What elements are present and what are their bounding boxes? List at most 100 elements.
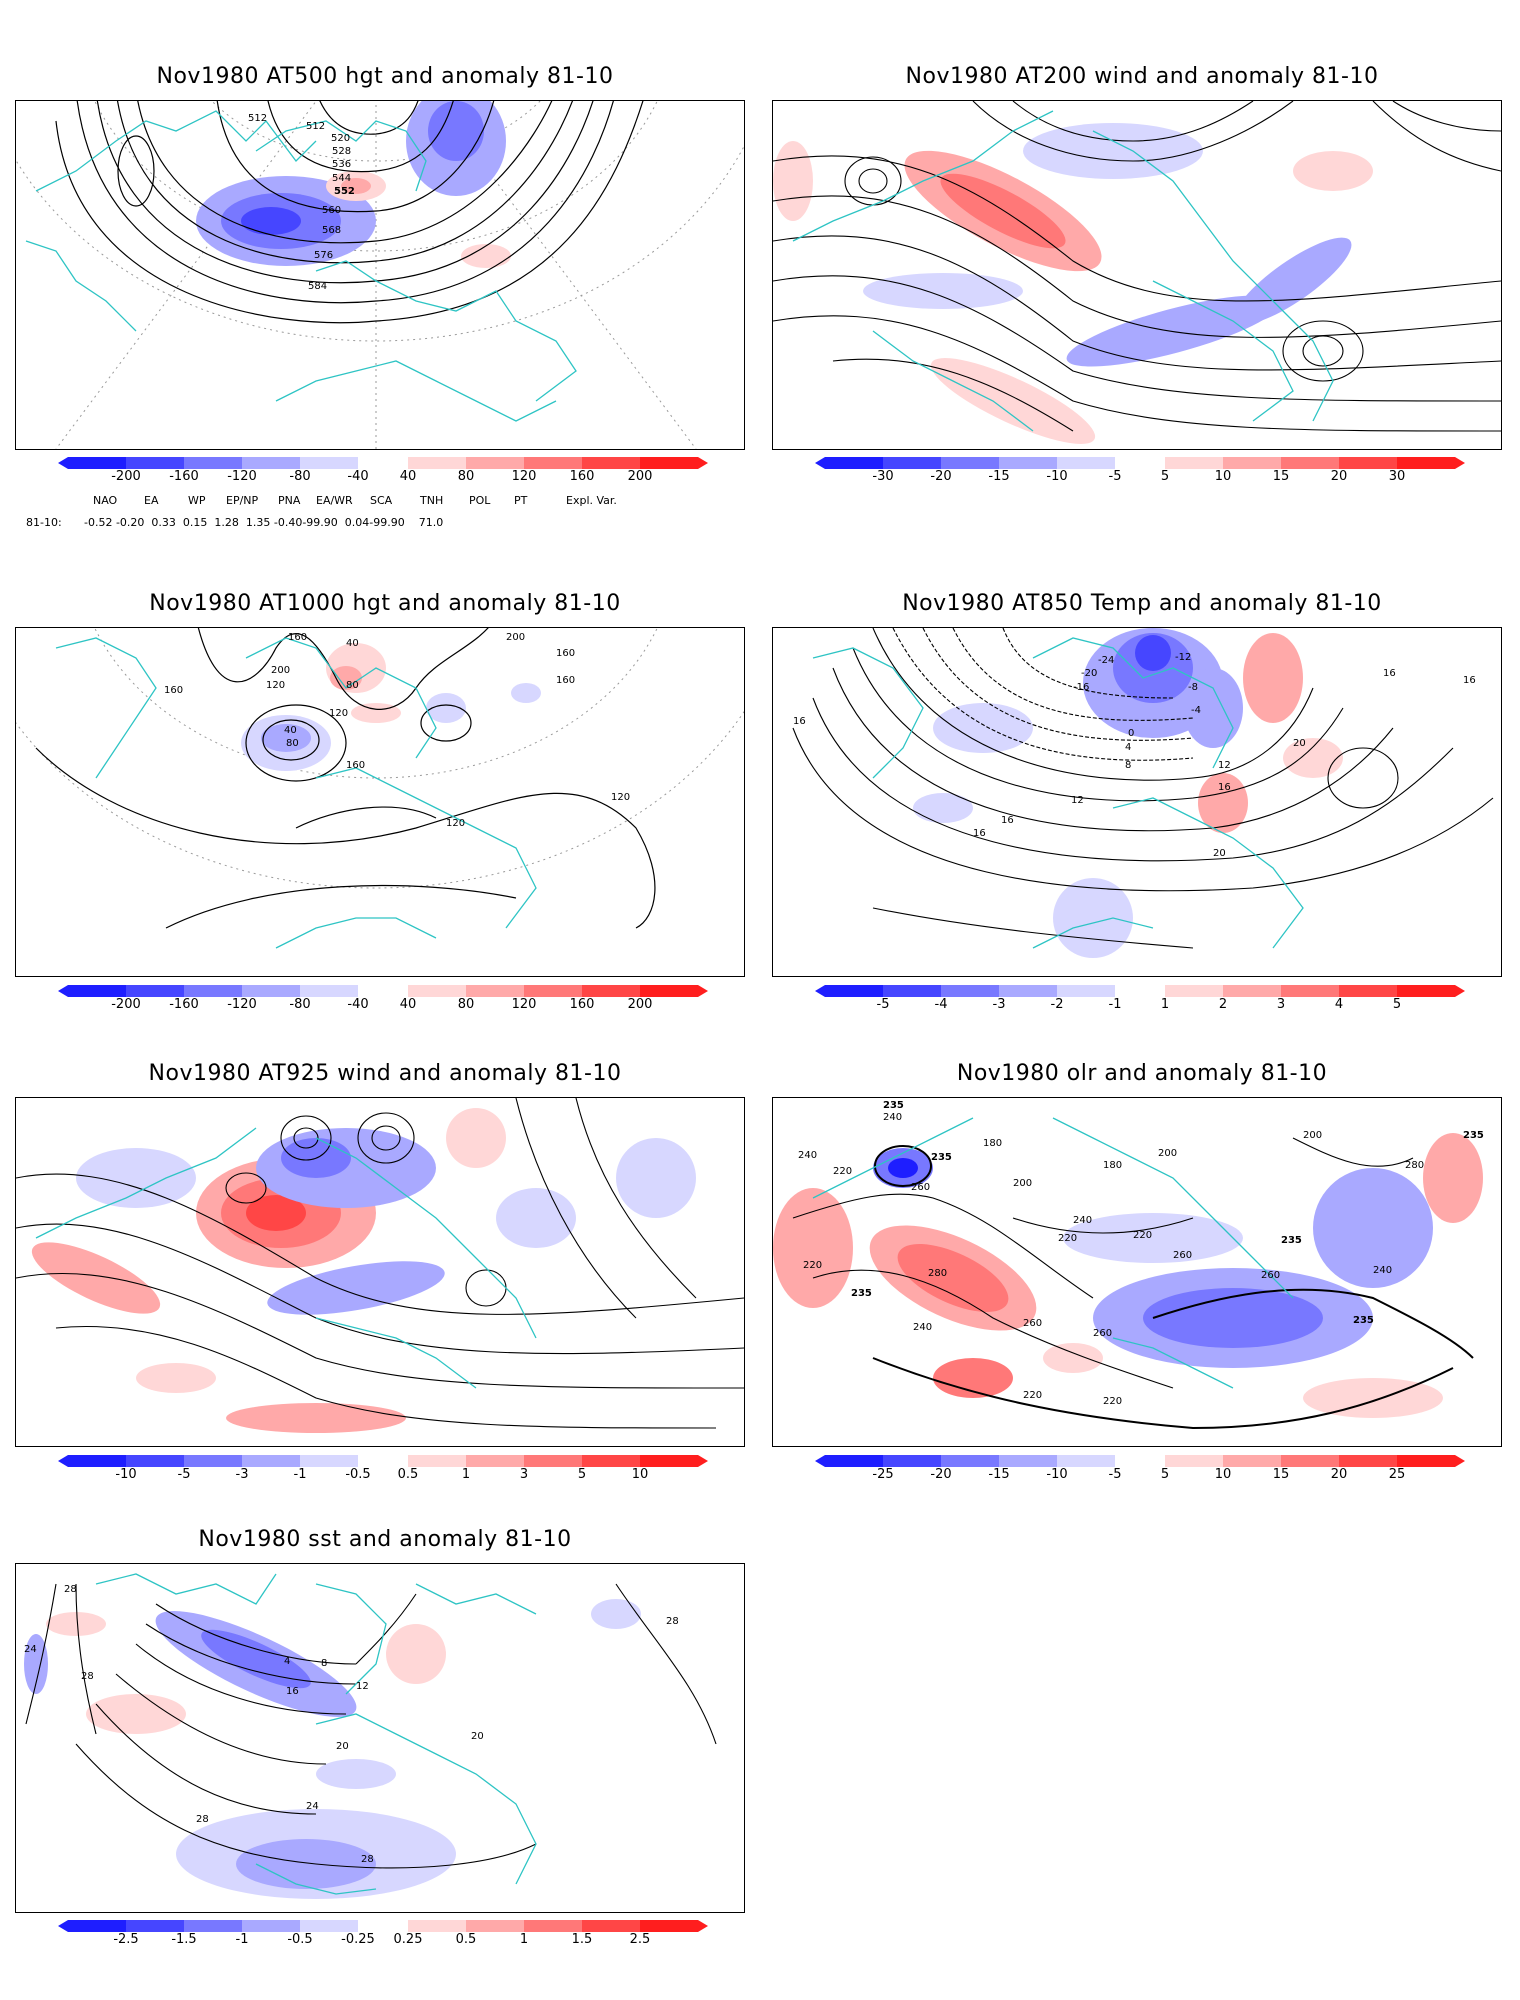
colorbar-tick: 120 — [511, 997, 537, 1012]
contour-label: 220 — [1058, 1233, 1077, 1244]
land-outlines — [35, 1127, 537, 1389]
contour-label: 28 — [64, 1584, 77, 1595]
colorbar-tick: 1 — [461, 1467, 471, 1482]
colorbar: -25 -20 -15 -10 -5 5 10 15 20 25 — [815, 1455, 1465, 1485]
colorbar-tick: -0.5 — [345, 1467, 371, 1482]
colorbar-tick: -160 — [169, 469, 199, 484]
colorbar-tick: -3 — [235, 1467, 249, 1482]
contour-labels: 235 240 240 220 235 260 180 200 180 200 … — [798, 1100, 1484, 1407]
colorbar-tick: -120 — [227, 997, 257, 1012]
contour-label: 560 — [322, 205, 341, 216]
anomaly-shading — [913, 628, 1343, 958]
contour-label: -24 — [1098, 655, 1114, 666]
colorbar-tick: 1.5 — [571, 1932, 593, 1947]
colorbar-tick: -2 — [1050, 997, 1064, 1012]
index-header: TNH — [420, 494, 444, 507]
contour-label: 220 — [1133, 1230, 1152, 1241]
contour-label: 4 — [284, 1656, 290, 1667]
colorbar-tick: 5 — [1160, 469, 1170, 484]
contour-label: 200 — [1013, 1178, 1032, 1189]
contour-label: 220 — [1023, 1390, 1042, 1401]
colorbar-tick: -5 — [177, 1467, 191, 1482]
index-header: POL — [469, 494, 491, 507]
anomaly-shading — [241, 643, 541, 771]
colorbar-tick: 80 — [457, 997, 475, 1012]
contour-label: 28 — [196, 1814, 209, 1825]
colorbar-tick: 200 — [627, 469, 653, 484]
contour-label: -4 — [1191, 705, 1201, 716]
contour-label: 235 — [1281, 1235, 1302, 1246]
panel-title: Nov1980 AT500 hgt and anomaly 81-10 — [156, 64, 614, 89]
contour-label: 20 — [336, 1741, 349, 1752]
colorbar-tick: -15 — [988, 469, 1010, 484]
contour-label: 240 — [883, 1112, 902, 1123]
contour-label: 0 — [1128, 728, 1134, 739]
land-outlines — [792, 110, 1334, 432]
colorbar-tick: -5 — [1108, 1467, 1122, 1482]
contour-label: 240 — [1373, 1265, 1392, 1276]
contour-label: 528 — [332, 146, 351, 157]
colorbar-tick: 20 — [1330, 469, 1348, 484]
contour-label: 40 — [346, 638, 359, 649]
colorbar-tick: -40 — [347, 997, 369, 1012]
contour-label: 200 — [1303, 1130, 1322, 1141]
contour-label: -8 — [1188, 682, 1198, 693]
contour-label: 12 — [1218, 760, 1231, 771]
colorbar-tick: 30 — [1388, 469, 1406, 484]
colorbar-tick: -200 — [111, 997, 141, 1012]
contour-label: 200 — [271, 665, 290, 676]
contour-label: 240 — [913, 1322, 932, 1333]
anomaly-shading — [31, 1108, 696, 1433]
contours — [792, 628, 1494, 949]
colorbar: -30 -20 -15 -10 -5 5 10 15 20 30 — [815, 457, 1465, 487]
contour-label: -20 — [1081, 668, 1097, 679]
colorbar-tick: 3 — [519, 1467, 529, 1482]
contour-label: 160 — [556, 675, 575, 686]
colorbar-tick: -20 — [930, 469, 952, 484]
contour-label: 16 — [1463, 675, 1476, 686]
contour-label: 120 — [446, 818, 465, 829]
colorbar-tick: -120 — [227, 469, 257, 484]
contour-label: 180 — [983, 1138, 1002, 1149]
panel-title: Nov1980 sst and anomaly 81-10 — [198, 1527, 572, 1552]
contour-label: 512 — [306, 121, 325, 132]
contour-label: 12 — [356, 1681, 369, 1692]
contour-label: 120 — [266, 680, 285, 691]
index-header: Expl. Var. — [566, 494, 617, 507]
map-plot: 160 200 40 120 160 80 120 40 160 80 200 … — [16, 628, 744, 949]
colorbar-tick: -1 — [235, 1932, 249, 1947]
contour-label: 552 — [334, 186, 355, 197]
map-plot — [16, 1098, 744, 1433]
map-frame: 28 24 28 4 8 12 16 20 24 28 28 20 28 — [15, 1563, 745, 1913]
contour-label: 16 — [973, 828, 986, 839]
anomaly-shading — [196, 101, 511, 268]
colorbar-tick: 120 — [511, 469, 537, 484]
colorbar-tick: -200 — [111, 469, 141, 484]
contour-label: -12 — [1175, 652, 1191, 663]
colorbar-tick: 2.5 — [629, 1932, 651, 1947]
index-headers: NAO EA WP EP/NP PNA EA/WR SCA TNH POL PT… — [0, 494, 720, 510]
colorbar-tick: -3 — [992, 997, 1006, 1012]
index-header: NAO — [93, 494, 118, 507]
map-plot: 235 240 240 220 235 260 180 200 180 200 … — [773, 1100, 1484, 1430]
colorbar-tick: 160 — [569, 997, 595, 1012]
colorbar-tick: -80 — [289, 469, 311, 484]
colorbar-tick: 20 — [1330, 1467, 1348, 1482]
colorbar-tick: 10 — [1214, 469, 1232, 484]
contour-label: 280 — [1405, 1160, 1424, 1171]
contour-label: 235 — [1353, 1315, 1374, 1326]
contour-label: 220 — [833, 1166, 852, 1177]
index-header: EA/WR — [316, 494, 353, 507]
colorbar-tick: -0.25 — [341, 1932, 375, 1947]
contour-label: 40 — [284, 725, 297, 736]
contour-label: 120 — [329, 708, 348, 719]
colorbar-tick: -5 — [1108, 469, 1122, 484]
contour-label: 235 — [851, 1288, 872, 1299]
contour-label: 24 — [306, 1801, 319, 1812]
colorbar-tick: -10 — [1046, 469, 1068, 484]
colorbar-tick: -2.5 — [113, 1932, 139, 1947]
lat-grid — [16, 101, 744, 449]
colorbar-swatches — [58, 1920, 708, 1932]
colorbar-tick: -5 — [876, 997, 890, 1012]
contour-label: 240 — [798, 1150, 817, 1161]
